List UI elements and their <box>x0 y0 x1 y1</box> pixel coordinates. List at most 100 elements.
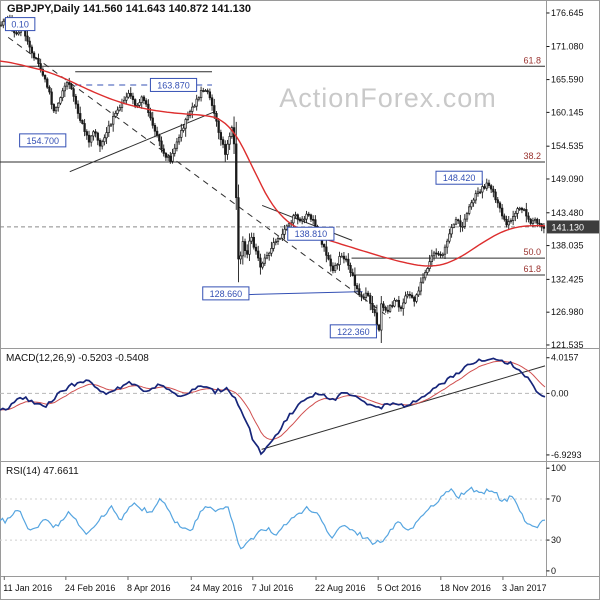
candle-body <box>81 120 84 124</box>
candle-body <box>399 306 403 309</box>
x-axis-label: 5 Oct 2016 <box>377 583 421 593</box>
candle-body <box>292 215 295 224</box>
candle-body <box>239 255 242 260</box>
price-axis-label: 149.090 <box>551 174 584 184</box>
candle-body <box>428 261 431 269</box>
rsi-axis-label: 30 <box>551 535 561 545</box>
x-axis-label: 24 May 2016 <box>190 583 242 593</box>
candle-body <box>252 236 255 248</box>
price-label-text: 122.360 <box>337 327 370 337</box>
candle-body <box>142 96 146 101</box>
candle-body <box>283 228 286 235</box>
candle-body <box>155 130 159 136</box>
candle-body <box>397 299 401 308</box>
candle-body <box>261 262 264 268</box>
candle-body <box>208 91 212 99</box>
candle-body <box>351 272 354 276</box>
candle-body <box>101 141 104 147</box>
price-label-box[interactable] <box>435 170 483 185</box>
candle-body <box>166 155 170 158</box>
candle-body <box>298 218 302 222</box>
candle-body <box>340 255 343 258</box>
candle-body <box>162 148 165 154</box>
candle-body <box>153 124 157 132</box>
candle-body <box>406 294 409 297</box>
candle-body <box>118 107 121 111</box>
price-label-text: 138.810 <box>295 229 328 239</box>
macd-main-line <box>0 357 546 456</box>
candle-body <box>536 218 539 224</box>
candle-body <box>516 208 519 214</box>
price-axis-label: 165.590 <box>551 75 584 85</box>
rsi-axis-label: 0 <box>551 566 556 576</box>
candle-body <box>520 207 524 211</box>
price-label-text: 148.420 <box>443 173 476 183</box>
candle-body <box>450 227 453 235</box>
candle-body <box>454 219 458 225</box>
x-axis-label: 11 Jan 2016 <box>3 583 52 593</box>
rsi-label: RSI(14) 47.6611 <box>6 466 79 477</box>
price-axis-label: 176.645 <box>551 8 584 18</box>
candle-body <box>182 127 185 131</box>
candle-body <box>2 20 5 26</box>
candle-body <box>217 120 220 133</box>
candle-body <box>325 246 328 256</box>
price-label-box[interactable] <box>149 77 198 92</box>
rsi-axis-label: 70 <box>551 494 561 504</box>
macd-axis-label: -6.9293 <box>551 450 582 460</box>
candle-body <box>426 268 429 273</box>
candle-body <box>39 63 42 70</box>
candle-body <box>459 220 462 227</box>
candle-body <box>373 309 376 314</box>
candle-body <box>254 246 258 252</box>
price-label-text: 128.660 <box>210 289 243 299</box>
candle-body <box>171 153 174 162</box>
price-axis-label: 121.535 <box>551 340 584 350</box>
candle-body <box>265 255 269 259</box>
time-axis[interactable]: 11 Jan 2016 24 Feb 2016 8 Apr 2016 24 May 2… <box>3 576 546 594</box>
candle-body <box>435 252 438 255</box>
candle-body <box>241 241 244 257</box>
price-label-box[interactable] <box>329 324 377 339</box>
candle-body <box>274 241 277 243</box>
fib-level-label: 61.8 <box>523 264 541 274</box>
price-axis-label: 138.035 <box>551 241 584 251</box>
candle-body <box>68 82 71 85</box>
candle-body <box>375 312 379 326</box>
candle-body <box>358 288 361 296</box>
candle-body <box>268 252 271 256</box>
candle-body <box>382 303 385 308</box>
candle-body <box>514 213 517 217</box>
candle-body <box>199 90 203 99</box>
fib-levels: 61.8 38.2 50.0 61.8 <box>0 55 545 276</box>
price-label-box[interactable] <box>287 226 335 241</box>
price-axis-label: 171.080 <box>551 42 584 52</box>
candle-body <box>437 252 440 255</box>
trend-line[interactable] <box>69 110 216 173</box>
candle-body <box>441 253 444 256</box>
macd-label: MACD(12,26,9) -0.5203 -0.5408 <box>6 353 149 364</box>
x-axis-label: 24 Feb 2016 <box>65 583 116 593</box>
macd-trend-line[interactable] <box>261 365 546 450</box>
candle-body <box>312 218 315 221</box>
x-axis-label: 8 Apr 2016 <box>127 583 171 593</box>
chart-title: GBPJPY,Daily 141.560 141.643 140.872 141… <box>7 3 251 15</box>
price-label-box[interactable] <box>202 286 250 301</box>
candle-body <box>344 258 348 261</box>
candle-body <box>303 218 306 221</box>
candle-body <box>349 265 352 274</box>
candle-body <box>125 96 128 101</box>
candle-body <box>112 116 115 125</box>
trend-line[interactable] <box>247 291 363 296</box>
candle-body <box>276 238 280 242</box>
price-axis-label: 160.145 <box>551 107 584 117</box>
candle-body <box>17 31 20 35</box>
price-label-box[interactable] <box>19 133 67 148</box>
candle-body <box>498 202 502 209</box>
candle-body <box>224 144 227 155</box>
candle-body <box>129 92 132 97</box>
price-label-box[interactable] <box>4 17 36 32</box>
price-axis[interactable]: 176.645 171.080 165.590 160.145 154.535 149.0… <box>546 8 600 350</box>
candle-body <box>393 300 396 307</box>
